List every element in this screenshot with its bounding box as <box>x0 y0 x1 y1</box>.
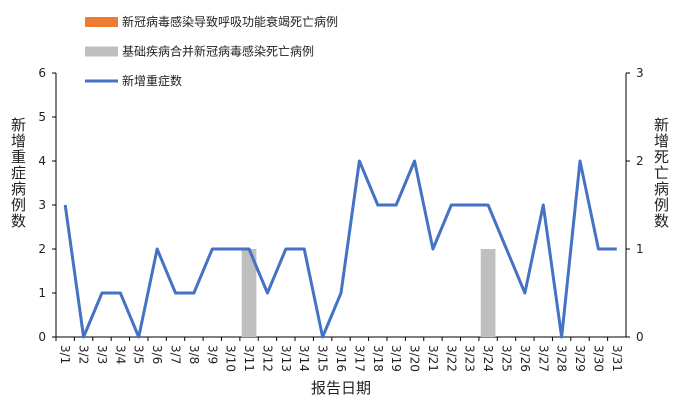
y-tick-label: 3 <box>38 198 46 212</box>
x-tick-label: 3/5 <box>132 345 146 364</box>
x-tick-label: 3/9 <box>205 345 219 364</box>
y-tick-label: 1 <box>38 286 46 300</box>
x-tick-label: 3/30 <box>591 345 605 372</box>
y-tick-label: 6 <box>38 66 46 80</box>
x-tick-label: 3/15 <box>316 345 330 372</box>
x-tick-label: 3/28 <box>555 345 569 372</box>
bar <box>241 249 257 337</box>
y-tick-label: 5 <box>38 110 46 124</box>
x-tick-label: 3/29 <box>573 345 587 372</box>
x-tick-label: 3/17 <box>352 345 366 372</box>
x-tick-label: 3/8 <box>187 345 201 364</box>
line <box>63 159 617 339</box>
x-tick-label: 3/2 <box>77 345 91 364</box>
y2-tick-label: 3 <box>636 66 644 80</box>
x-tick-label: 3/24 <box>481 345 495 372</box>
y2-axis-title: 新增死亡病例数 <box>652 117 670 229</box>
legend-swatch <box>85 17 118 27</box>
y-tick-label: 4 <box>38 154 46 168</box>
x-tick-label: 3/3 <box>95 345 109 364</box>
x-tick-label: 3/26 <box>518 345 532 372</box>
x-tick-label: 3/10 <box>224 345 238 372</box>
x-tick-label: 3/14 <box>297 345 311 372</box>
bar <box>480 249 496 337</box>
y-tick-label: 0 <box>38 330 46 344</box>
legend-label: 基础疾病合并新冠病毒感染死亡病例 <box>122 44 314 59</box>
x-tick-label: 3/6 <box>150 345 164 364</box>
y2-tick-label: 0 <box>636 330 644 344</box>
y-axis-title: 新增重症病例数 <box>9 117 27 229</box>
x-tick-label: 3/31 <box>610 345 624 372</box>
x-tick-label: 3/22 <box>444 345 458 372</box>
x-tick-label: 3/21 <box>426 345 440 372</box>
x-axis-title: 报告日期 <box>311 379 371 397</box>
x-tick-label: 3/1 <box>58 345 72 364</box>
legend-label: 新增重症数 <box>122 73 182 88</box>
y-tick-label: 2 <box>38 242 46 256</box>
x-tick-label: 3/12 <box>260 345 274 372</box>
y2-tick-label: 2 <box>636 154 644 168</box>
x-tick-label: 3/19 <box>389 345 403 372</box>
x-tick-label: 3/20 <box>408 345 422 372</box>
x-tick-label: 3/4 <box>113 345 127 364</box>
x-tick-label: 3/27 <box>536 345 550 372</box>
legend-label: 新冠病毒感染导致呼吸功能衰竭死亡病例 <box>122 14 338 29</box>
x-tick-label: 3/13 <box>279 345 293 372</box>
legend-swatch <box>85 46 118 57</box>
x-tick-label: 3/25 <box>499 345 513 372</box>
x-tick-label: 3/16 <box>334 345 348 372</box>
x-tick-label: 3/11 <box>242 345 256 372</box>
x-tick-label: 3/18 <box>371 345 385 372</box>
y2-tick-label: 1 <box>636 242 644 256</box>
x-tick-label: 3/7 <box>169 345 183 364</box>
x-tick-label: 3/23 <box>463 345 477 372</box>
